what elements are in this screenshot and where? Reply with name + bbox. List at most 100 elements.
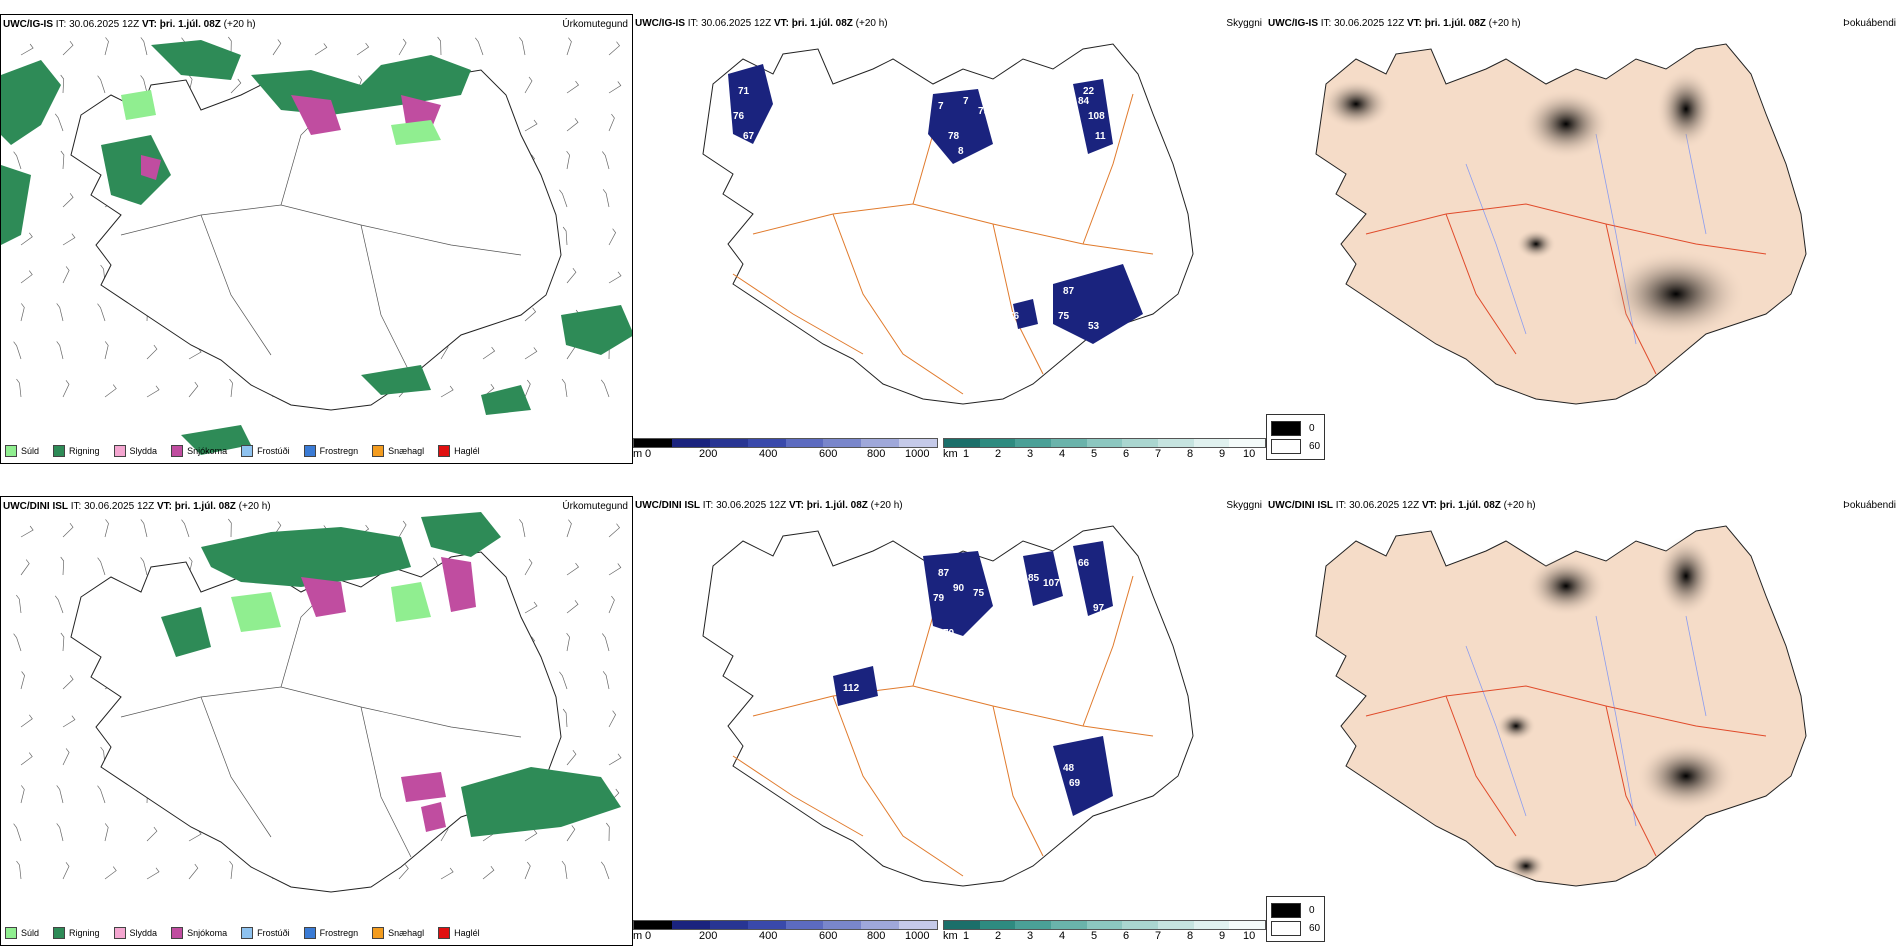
precip-drizzle	[231, 582, 431, 632]
cloud-label: 97	[1093, 603, 1105, 614]
panel-title: Þokuábendi	[1843, 500, 1896, 511]
wind-barb	[62, 715, 76, 728]
legend-swatch	[241, 445, 254, 457]
wind-barb	[146, 867, 160, 880]
wind-barb	[566, 150, 570, 170]
cloud-label: 75	[973, 588, 985, 599]
colorbar-tick: 200	[699, 448, 718, 460]
colorbar-segment	[823, 921, 862, 929]
colorbar-tick: 8	[1187, 448, 1194, 460]
fog-legend: 0 60	[1266, 896, 1326, 942]
wind-barb	[20, 714, 33, 728]
it-value: 30.06.2025 12Z	[1349, 500, 1420, 511]
wind-barb	[97, 303, 106, 322]
it-value: 30.06.2025 12Z	[1334, 18, 1405, 29]
wind-barb	[559, 671, 568, 690]
wind-barb	[600, 861, 610, 880]
wind-barb	[54, 113, 64, 132]
cloud-label: 107	[1043, 578, 1060, 589]
it-label: IT:	[55, 19, 67, 30]
wind-barb	[228, 36, 232, 56]
legend-swatch	[171, 927, 184, 939]
wind-barb	[606, 822, 610, 842]
wind-barb	[104, 866, 117, 880]
colorbar-segment	[785, 921, 824, 929]
fog-panel-1: UWC/IG-IS IT: 30.06.2025 12Z VT: þri. 1.…	[1266, 14, 1900, 464]
wind-barb	[566, 562, 579, 576]
colorbar-segment	[671, 439, 710, 447]
legend-item: Slydda	[113, 445, 157, 457]
wind-barb	[104, 37, 109, 56]
wind-barb	[13, 341, 22, 360]
cloud-label: 7	[938, 101, 944, 112]
colorbar-tick: 9	[1219, 448, 1226, 460]
model-name: UWC/DINI ISL	[3, 501, 68, 512]
it-label: IT:	[1320, 18, 1332, 29]
wind-barb	[566, 519, 572, 538]
roads	[1365, 685, 1767, 857]
panel-title: Skyggni	[1226, 500, 1262, 511]
wind-barb	[398, 520, 407, 538]
wind-barb	[608, 710, 617, 728]
legend-swatch	[372, 445, 385, 457]
wind-barb	[356, 42, 370, 56]
legend-swatch	[303, 927, 316, 939]
wind-barb	[104, 823, 109, 842]
wind-barb	[56, 341, 64, 360]
fog-area	[1606, 249, 1746, 339]
legend-label: Snæhagl	[388, 928, 425, 938]
wind-barb	[566, 118, 579, 132]
wind-barb	[602, 633, 610, 652]
legend-item: Frostregn	[303, 927, 358, 939]
wind-barb	[608, 113, 615, 132]
legend-swatch	[53, 927, 66, 939]
wind-barb	[608, 563, 622, 576]
wind-barb	[62, 675, 74, 690]
cloud-label: 70	[943, 628, 955, 639]
fog-map-1	[1315, 43, 1807, 405]
legend-label: Snjókoma	[187, 446, 228, 456]
colorbar-tick: 2	[995, 930, 1002, 942]
colorbar-segment	[1158, 921, 1194, 929]
colorbar-segment	[1086, 439, 1123, 447]
legend-item: Rigning	[53, 445, 100, 457]
legend-label: Snjókoma	[187, 928, 228, 938]
wind-barb	[13, 823, 22, 842]
vt-value: þri. 1.júl. 08Z	[159, 19, 221, 30]
lead-time: (+20 h)	[855, 18, 888, 29]
colorbar-tick: 5	[1091, 448, 1098, 460]
colorbar-segment	[944, 921, 980, 929]
colorbar-ticks: km 1 2 3 4 5 6 7 8 9 10	[943, 448, 1266, 460]
lead-time: (+20 h)	[238, 501, 271, 512]
wind-barb	[608, 41, 620, 56]
colorbar-segment	[1051, 439, 1087, 447]
wind-barb	[440, 385, 454, 398]
legend-label: Haglél	[454, 928, 480, 938]
fog-area	[1636, 741, 1736, 811]
cloud-label: 8	[958, 146, 964, 157]
vt-label: VT:	[141, 19, 157, 30]
model-name: UWC/IG-IS	[3, 19, 53, 30]
low-cloud	[728, 64, 1143, 344]
legend-swatch	[53, 445, 66, 457]
panel-title: Úrkomutegund	[562, 501, 628, 512]
wind-barb	[97, 75, 106, 94]
wind-barb	[62, 522, 74, 538]
colorbar-tick: 1	[963, 930, 970, 942]
wind-barb	[602, 671, 610, 690]
wind-barb	[524, 119, 538, 132]
wind-barb	[104, 519, 109, 538]
wind-barb	[104, 341, 109, 360]
wind-barb	[437, 36, 442, 56]
legend-label: Frostregn	[319, 446, 359, 456]
colorbar-tick: 4	[1059, 448, 1066, 460]
fog-legend-label: 60	[1309, 922, 1321, 934]
wind-barb	[314, 43, 328, 56]
wind-barb	[566, 80, 579, 94]
wind-barb	[181, 519, 190, 538]
sky-map-2: 87 90 79 75 70 85 107 66 97 112 48 69	[702, 525, 1194, 887]
colorbar-tick: 8	[1187, 930, 1194, 942]
cloud-label: 76	[733, 111, 745, 122]
wind-barb	[524, 861, 531, 880]
colorbar-tick: 3	[1027, 448, 1034, 460]
